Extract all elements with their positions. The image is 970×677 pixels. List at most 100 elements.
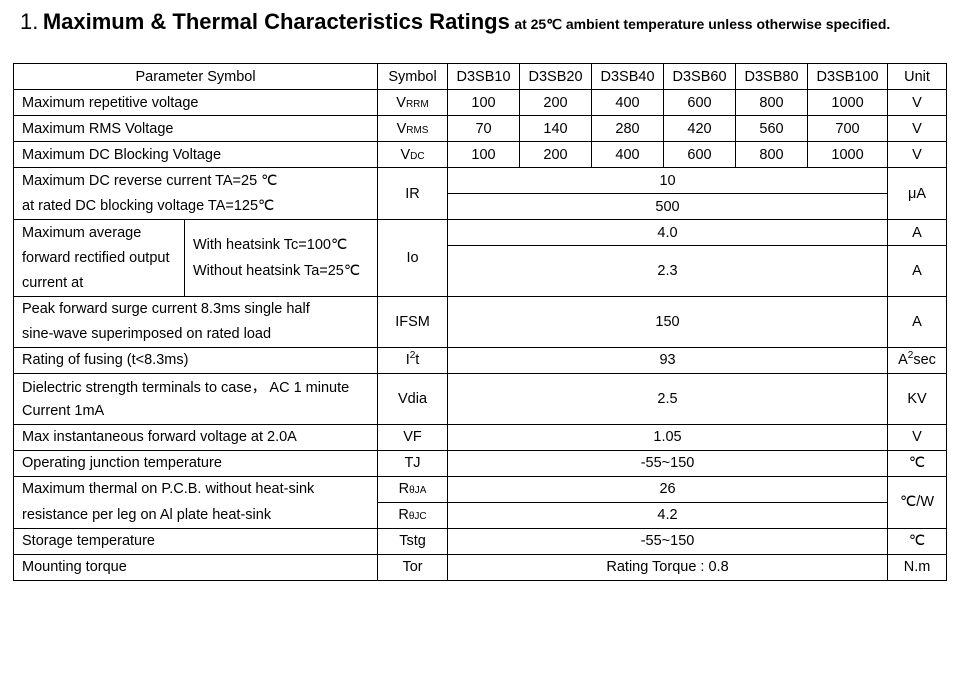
row-vrrm: Maximum repetitive voltage VRRM 100 200 … [12,89,948,116]
value-cell: 10 [447,167,889,194]
condition-line: Without heatsink Ta=25℃ [193,262,361,279]
unit-cell: N.m [887,553,948,581]
row-rth-2: resistance per leg on Al plate heat-sink… [12,501,947,529]
value-cell: 200 [519,141,593,168]
symbol-cell: Tstg [377,527,449,555]
param-cell: Maximum average [13,219,185,246]
row-tj: Operating junction temperature TJ -55~15… [12,449,948,477]
unit-cell: V [887,89,948,116]
header-model: D3SB10 [447,63,521,90]
section-subheading: at 25℃ ambient temperature unless otherw… [514,16,891,32]
value-cell: 1000 [807,141,889,168]
unit-cell: A [887,219,948,246]
value-cell: 100 [447,141,521,168]
unit-cell: ℃/W [887,475,948,529]
header-model: D3SB40 [591,63,665,90]
row-tor: Mounting torque Tor Rating Torque : 0.8 … [12,553,948,581]
symbol-cell: RθJC [377,501,449,529]
value-cell: 150 [447,295,889,348]
header-model: D3SB100 [807,63,889,90]
symbol-cell: VRMS [377,115,449,142]
value-cell: -55~150 [447,449,889,477]
symbol-cell: VRRM [377,89,449,116]
value-cell: 500 [447,193,889,220]
row-i2t: Rating of fusing (t<8.3ms) I2t 93 A2sec [12,346,948,374]
param-cell: at rated DC blocking voltage TA=125℃ [12,193,379,220]
header-symbol: Symbol [377,63,449,90]
value-cell: 280 [591,115,665,142]
symbol-cell: I2t [377,346,449,374]
value-cell: 600 [663,141,737,168]
row-ir-2: at rated DC blocking voltage TA=125℃ 500 [12,193,947,220]
symbol-cell: VDC [377,141,449,168]
header-model: D3SB20 [519,63,593,90]
param-cell: Current 1mA [12,398,379,425]
row-vdc: Maximum DC Blocking Voltage VDC 100 200 … [12,141,948,168]
ratings-table: Parameter Symbol Symbol D3SB10 D3SB20 D3… [12,63,948,581]
param-cell: Maximum thermal on P.C.B. without heat-s… [12,475,379,502]
symbol-cell: Tor [377,553,449,581]
symbol-cell: IR [377,167,449,220]
value-cell: 420 [663,115,737,142]
value-cell: 70 [447,115,521,142]
symbol-cell: RθJA [377,475,449,503]
unit-cell: ℃ [887,449,948,477]
header-row: Parameter Symbol Symbol D3SB10 D3SB20 D3… [12,63,948,90]
value-cell: 2.3 [447,245,889,297]
value-cell: 800 [735,89,809,116]
value-cell: 93 [447,346,889,374]
param-cell: Operating junction temperature [12,449,379,477]
param-cell: Maximum DC Blocking Voltage [12,141,379,168]
value-cell: Rating Torque : 0.8 [447,553,889,581]
value-cell: 1.05 [447,423,889,451]
value-cell: 2.5 [447,372,889,425]
param-cell: Rating of fusing (t<8.3ms) [12,346,379,374]
section-number: 1. [20,9,39,34]
value-cell: 200 [519,89,593,116]
value-cell: 1000 [807,89,889,116]
param-cell: Maximum RMS Voltage [12,115,379,142]
header-model: D3SB60 [663,63,737,90]
row-ir-1: Maximum DC reverse current TA=25 ℃ IR 10… [12,167,948,220]
row-io-1: Maximum average With heatsink Tc=100℃ Wi… [13,219,948,297]
unit-cell: KV [887,372,948,425]
param-cell: Maximum repetitive voltage [12,89,379,116]
param-cell: Storage temperature [12,527,379,555]
header-model: D3SB80 [735,63,809,90]
condition-line: With heatsink Tc=100℃ [193,236,348,253]
row-tstg: Storage temperature Tstg -55~150 ℃ [12,527,948,555]
header-parameter: Parameter Symbol [12,63,379,90]
row-vdia-1: Dielectric strength terminals to case， A… [12,372,948,425]
param-cell: sine-wave superimposed on rated load [12,321,379,348]
value-cell: 100 [447,89,521,116]
symbol-cell: Vdia [377,372,449,425]
value-cell: 4.0 [447,219,889,246]
value-cell: 560 [735,115,809,142]
value-cell: 400 [591,141,665,168]
param-cell: forward rectified output [13,245,185,271]
section-heading: Maximum & Thermal Characteristics Rating… [42,9,510,34]
unit-cell: A2sec [887,346,948,374]
param-cell: resistance per leg on Al plate heat-sink [12,502,379,529]
row-rth-1: Maximum thermal on P.C.B. without heat-s… [12,475,948,529]
section-title: 1. Maximum & Thermal Characteristics Rat… [20,9,890,35]
value-cell: 600 [663,89,737,116]
symbol-cell: TJ [377,449,449,477]
param-cell: Maximum DC reverse current TA=25 ℃ [12,167,379,194]
symbol-cell: Io [377,219,449,297]
unit-cell: A [887,245,948,297]
unit-cell: A [887,295,948,348]
param-cell: current at [13,270,185,297]
symbol-cell: VF [377,423,449,451]
unit-cell: V [887,423,948,451]
row-vf: Max instantaneous forward voltage at 2.0… [12,423,948,451]
param-cell: Mounting torque [12,553,379,581]
value-cell: 800 [735,141,809,168]
value-cell: -55~150 [447,527,889,555]
row-io-3: current at [13,270,947,297]
header-unit: Unit [887,63,948,90]
unit-cell: μA [887,167,948,220]
symbol-cell: IFSM [377,295,449,348]
value-cell: 26 [447,475,889,503]
unit-cell: V [887,141,948,168]
